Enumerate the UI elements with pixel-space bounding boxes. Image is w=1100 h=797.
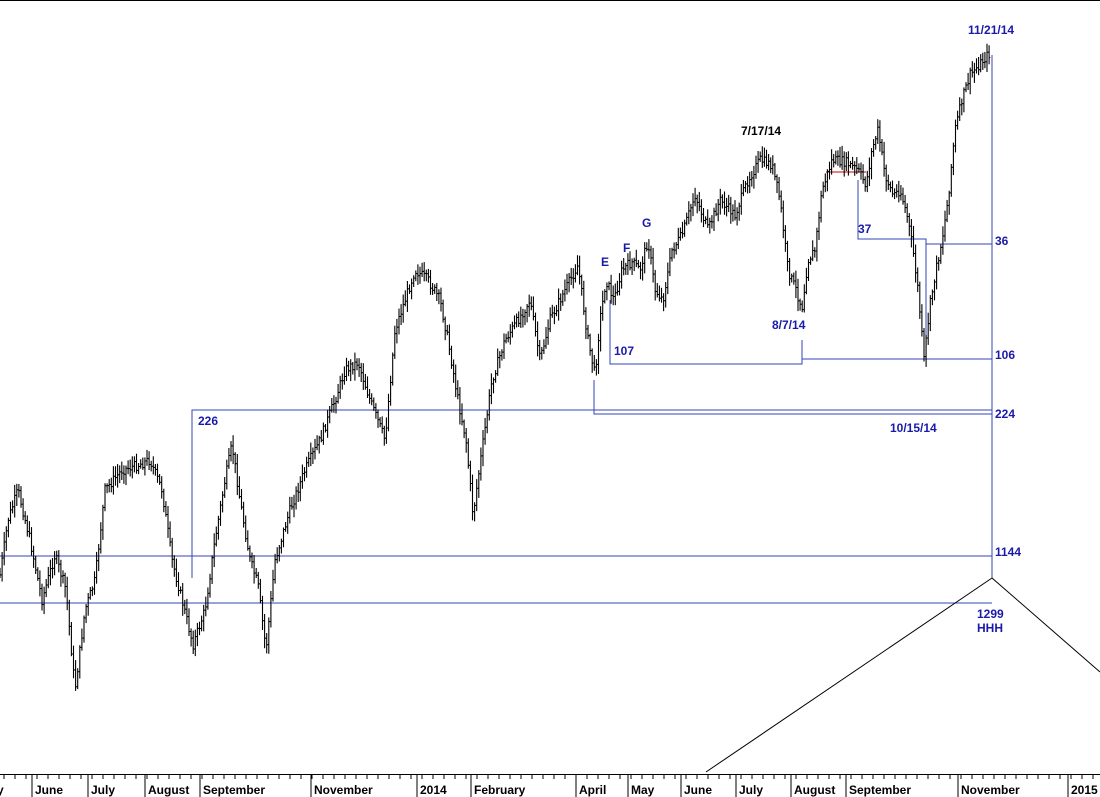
box-224-leg [593,380,992,415]
x-tick-label-8: April [579,783,606,797]
x-axis-labels: y June July August September November 2014 Febr… [0,783,1098,797]
annotations: 11/21/14 7/17/14 8/7/14 10/15/14 E F G 2… [198,23,1021,635]
box-107-outline [609,300,803,365]
x-tick-label-11: July [739,783,763,797]
x-tick-label-12: August [794,783,835,797]
projection-rising [705,577,993,773]
projection-falling [991,577,1100,673]
x-tick-label-9: May [631,783,655,797]
label-wave-g: G [642,216,651,230]
label-peak-date: 11/21/14 [968,23,1014,37]
label-level-hhh: HHH [977,621,1003,635]
label-level-1299: 1299 [977,607,1004,621]
x-tick-label-7: February [474,783,526,797]
ohlc-bar [987,45,991,65]
box-226-outline [191,409,992,578]
label-aug-low: 8/7/14 [772,318,806,332]
label-box-107: 107 [614,344,634,358]
x-tick-label-5: November [314,783,373,797]
x-axis: y June July August September November 2014 Febr… [0,774,1100,797]
label-wave-e: E [601,255,609,269]
price-bars [0,43,991,691]
x-tick-label-3: August [148,783,189,797]
label-level-224: 224 [995,407,1015,421]
x-tick-label-15: 2015 [1071,783,1098,797]
x-tick-label-1: June [35,783,63,797]
guide-lines [0,55,993,604]
x-tick-label-4: September [203,783,265,797]
x-tick-label-2: July [91,783,115,797]
x-tick-label-10: June [684,783,712,797]
x-tick-label-13: September [849,783,911,797]
x-tick-label-14: November [961,783,1020,797]
label-summer-high: 7/17/14 [741,124,781,138]
label-level-1144: 1144 [995,545,1021,559]
label-oct-low: 10/15/14 [890,421,937,435]
projection-lines [705,577,1100,773]
x-tick-label-0: y [0,783,4,797]
label-level-36: 36 [995,234,1009,248]
label-box-226: 226 [198,414,218,428]
box-37-outline [857,180,927,360]
label-box-37: 37 [858,222,872,236]
label-wave-f: F [623,241,630,255]
label-level-106: 106 [995,348,1015,362]
x-tick-label-6: 2014 [420,783,447,797]
x-axis-ticks [3,774,1094,797]
